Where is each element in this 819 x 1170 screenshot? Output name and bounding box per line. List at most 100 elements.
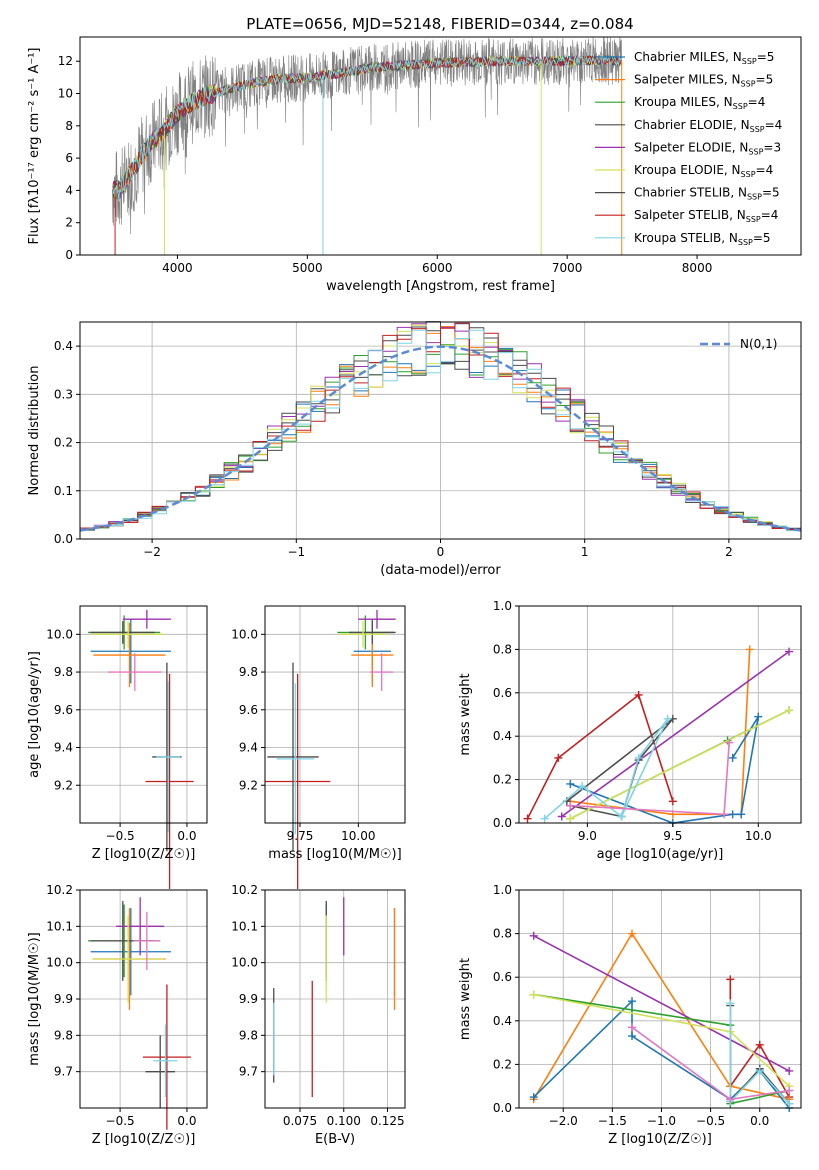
y-tick-label: 0.2 <box>493 1057 512 1071</box>
y-tick-label: 0.3 <box>54 387 73 401</box>
legend-label: Chabrier STELIB, NSSP=5 <box>634 186 780 202</box>
y-tick-label: 4 <box>65 183 73 197</box>
weight-point-marker <box>725 738 734 747</box>
x-tick-label: −1.0 <box>647 1114 676 1128</box>
weight-point-marker <box>627 1023 636 1032</box>
residual-histogram-panel: −2 −1 0 1 2 0.0 0.1 0.2 0.3 0.4 (data-model)/error… <box>27 321 802 578</box>
y-tick-label: 6 <box>65 151 73 165</box>
y-tick-label: 10.1 <box>46 919 73 933</box>
x-axis-label: Z [log10(Z/Z☉)] <box>92 847 196 862</box>
legend-count: =3 <box>763 140 781 154</box>
mass-age-panel: 9.75 10.00 9.2 9.4 9.6 9.8 10.0 mass [log10(M/M… <box>231 605 406 890</box>
legend-count: =5 <box>753 231 771 245</box>
x-axis-label: Z [log10(Z/Z☉)] <box>92 1132 196 1147</box>
x-tick-label: 6000 <box>422 261 453 275</box>
y-tick-label: 0.4 <box>493 729 512 743</box>
legend-label: Kroupa ELODIE, NSSP=4 <box>634 163 773 179</box>
x-tick-label: 9.5 <box>663 829 682 843</box>
weight-series-line <box>544 718 669 820</box>
legend-subscript: SSP <box>738 238 753 247</box>
spectrum-title: PLATE=0656, MJD=52148, FIBERID=0344, z=0… <box>246 15 633 33</box>
weight-point-marker <box>745 645 754 654</box>
legend-subscript: SSP <box>733 102 748 111</box>
y-tick-label: 10.0 <box>231 627 258 641</box>
y-tick-label: 1.0 <box>493 599 512 613</box>
y-tick-label: 0.0 <box>493 1101 512 1115</box>
x-tick-label: 7000 <box>552 261 583 275</box>
weight-point-marker <box>554 753 563 762</box>
x-tick-label: 9.75 <box>287 829 314 843</box>
y-tick-label: 9.9 <box>239 992 258 1006</box>
y-axis-label: age [log10(age/yr)] <box>27 651 42 778</box>
weight-point-marker <box>566 814 575 823</box>
weight-point-marker <box>634 690 643 699</box>
weight-series-line <box>533 932 790 1101</box>
weight-series-line <box>570 649 751 816</box>
spectrum-panel: 4000 5000 6000 7000 8000 0 2 4 6 8 10 12 wavelength … <box>27 36 802 294</box>
y-tick-label: 0.8 <box>493 642 512 656</box>
x-axis-label: wavelength [Angstrom, rest frame] <box>326 279 555 294</box>
y-tick-label: 10 <box>58 87 73 101</box>
axes-frame <box>264 605 406 824</box>
weight-point-marker <box>785 706 794 715</box>
y-tick-label: 9.4 <box>54 741 73 755</box>
legend-count: =4 <box>765 118 783 132</box>
x-axis-label: (data-model)/error <box>380 563 501 578</box>
metallicity-age-panel: −0.5 0.0 9.2 9.4 9.6 9.8 10.0 Z [log10(Z/Z☉)] ag… <box>27 605 208 890</box>
weight-point-marker <box>737 810 746 819</box>
x-tick-label: 1 <box>581 545 589 559</box>
y-tick-label: 0.0 <box>54 532 73 546</box>
legend-label: Salpeter STELIB, NSSP=4 <box>634 208 778 224</box>
x-tick-label: 9.0 <box>578 829 597 843</box>
normal-curve <box>79 345 802 532</box>
weight-series-line <box>570 716 760 824</box>
legend-label: Kroupa MILES, NSSP=4 <box>634 95 765 111</box>
y-tick-label: 0.4 <box>54 339 73 353</box>
y-tick-label: 9.2 <box>239 778 258 792</box>
x-tick-label: 10.00 <box>341 829 375 843</box>
weight-point-marker <box>566 801 575 810</box>
legend-subscript: SSP <box>741 170 756 179</box>
metallicity-massweight-panel: −2.0 −1.5 −1.0 −0.5 0.0 0.0 0.2 0.4 0.6 0.8 1.0 Z [… <box>458 883 802 1147</box>
weight-point-marker <box>634 753 643 762</box>
y-tick-label: 0.8 <box>493 927 512 941</box>
axes-frame <box>518 605 802 824</box>
extinction-mass-panel: 0.075 0.100 0.125 9.7 9.8 9.9 10.0 10.1 10.2 E(B-… <box>231 883 406 1147</box>
legend-label: Salpeter MILES, NSSP=5 <box>634 73 773 89</box>
weight-series-line <box>729 1003 790 1105</box>
x-axis-label: age [log10(age/yr)] <box>597 847 724 862</box>
y-axis-label: mass [log10(M/M☉)] <box>27 932 42 1065</box>
x-tick-label: −0.5 <box>696 1114 725 1128</box>
y-tick-label: 9.8 <box>54 1028 73 1042</box>
x-tick-label: 10.0 <box>745 829 772 843</box>
y-tick-label: 2 <box>65 216 73 230</box>
legend-label: N(0,1) <box>740 337 777 351</box>
weight-point-marker <box>566 779 575 788</box>
y-tick-label: 0.2 <box>493 773 512 787</box>
y-tick-label: 9.6 <box>239 703 258 717</box>
y-tick-label: 10.0 <box>46 956 73 970</box>
y-tick-label: 9.2 <box>54 778 73 792</box>
y-tick-label: 0.1 <box>54 484 73 498</box>
x-tick-label: 0.0 <box>750 1114 769 1128</box>
weight-point-marker <box>529 1093 538 1102</box>
y-tick-label: 9.4 <box>239 741 258 755</box>
histogram-step-line <box>80 322 801 530</box>
y-tick-label: 0.2 <box>54 436 73 450</box>
y-tick-label: 1.0 <box>493 883 512 897</box>
model-spectrum-line <box>112 54 623 199</box>
y-tick-label: 9.7 <box>239 1065 258 1079</box>
x-tick-label: 0 <box>437 545 445 559</box>
x-tick-label: 0.0 <box>177 829 196 843</box>
x-tick-label: −2.0 <box>549 1114 578 1128</box>
weight-point-marker <box>627 929 636 938</box>
legend-subscript: SSP <box>746 215 761 224</box>
weight-point-marker <box>720 810 729 819</box>
y-tick-label: 0.6 <box>493 686 512 700</box>
legend-subscript: SSP <box>750 125 765 134</box>
y-tick-label: 9.8 <box>239 665 258 679</box>
legend-count: =4 <box>748 95 766 109</box>
x-tick-label: 2 <box>725 545 733 559</box>
x-tick-label: −1 <box>287 545 305 559</box>
